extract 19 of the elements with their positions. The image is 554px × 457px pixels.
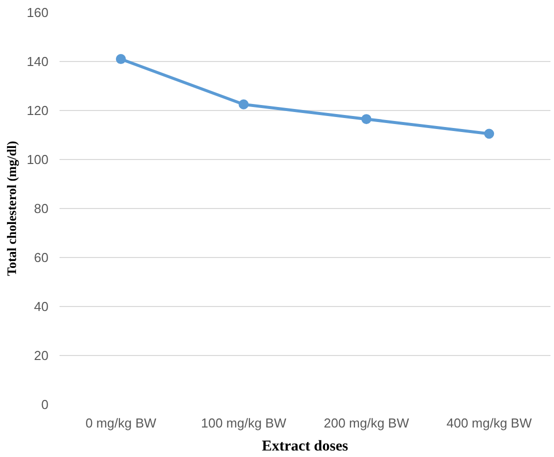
y-tick-label: 80 [34, 201, 49, 216]
y-axis-title: Total cholesterol (mg/dl) [4, 140, 19, 276]
y-tick-label: 20 [34, 348, 49, 363]
y-tick-label: 120 [26, 103, 49, 118]
y-tick-label: 160 [26, 5, 49, 20]
x-tick-label: 0 mg/kg BW [85, 416, 158, 430]
x-tick-label: 400 mg/kg BW [446, 416, 532, 430]
point [484, 128, 494, 139]
point [116, 54, 126, 64]
y-tick-label: 0 [41, 397, 49, 412]
point [361, 114, 372, 124]
y-tick-label: 40 [34, 299, 49, 314]
y-tick-label: 140 [26, 54, 49, 69]
x-axis-title: Extract doses [262, 438, 348, 454]
point [238, 99, 249, 110]
x-tick-label: 200 mg/kg BW [324, 416, 410, 430]
y-tick-label: 60 [34, 250, 49, 265]
x-tick-label: 100 mg/kg BW [200, 416, 287, 430]
y-tick-label: 100 [26, 152, 49, 167]
